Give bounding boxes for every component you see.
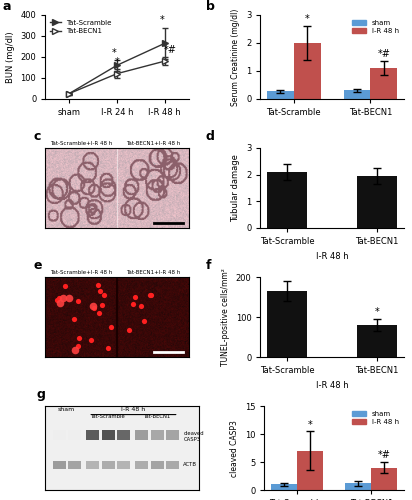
Text: e: e [34,259,42,272]
Text: Tat-Scramble+I-R 48 h: Tat-Scramble+I-R 48 h [50,270,112,276]
Point [56,294,62,302]
Point [98,301,105,309]
Bar [267,291,307,357]
Text: *#: *# [164,45,177,55]
Text: ACTB: ACTB [183,462,197,468]
Bar [370,68,397,99]
Text: sham: sham [58,407,75,412]
Bar [151,430,164,440]
Text: *: * [375,308,379,318]
Bar [136,460,148,469]
Point [75,296,82,304]
Text: *: * [159,15,164,25]
Y-axis label: cleaved CASP3: cleaved CASP3 [230,420,239,476]
Bar [53,460,66,469]
Text: Tat-Scramble+I-R 48 h: Tat-Scramble+I-R 48 h [50,142,112,146]
Point [75,334,82,342]
Legend: sham, I-R 48 h: sham, I-R 48 h [351,18,400,36]
Bar [53,430,66,440]
Point [101,291,107,299]
Bar [68,430,81,440]
Text: Tat-BECN1+I-R 48 h: Tat-BECN1+I-R 48 h [126,142,180,146]
Text: *: * [307,420,312,430]
Point [87,336,94,344]
Point [96,286,103,294]
Bar [357,325,397,357]
Text: a: a [2,0,11,13]
Bar [136,430,148,440]
Text: CASP3: CASP3 [183,437,200,442]
Bar [345,484,371,490]
Legend: Tat-Scramble, Tat-BECN1: Tat-Scramble, Tat-BECN1 [49,18,113,36]
Text: *#: *# [378,450,391,460]
Point [147,290,154,298]
Point [138,302,145,310]
Point [126,326,133,334]
Text: g: g [36,388,45,401]
Bar [267,172,307,228]
Point [91,304,97,312]
Point [141,318,147,326]
Bar [102,430,115,440]
X-axis label: I-R 48 h: I-R 48 h [316,252,349,260]
Text: Tat-Scramble: Tat-Scramble [91,414,126,419]
Point [105,344,112,351]
Point [62,282,68,290]
Text: *#: *# [377,50,390,59]
Point [72,346,78,354]
Point [132,292,138,300]
Text: *: * [112,48,117,58]
Y-axis label: BUN (mg/dl): BUN (mg/dl) [6,31,15,82]
Bar [166,460,179,469]
Text: d: d [206,130,215,143]
Text: f: f [206,259,211,272]
Text: c: c [34,130,41,143]
Bar [151,460,164,469]
Text: Tat-BECN1+I-R 48 h: Tat-BECN1+I-R 48 h [126,270,180,276]
Bar [371,468,398,490]
Bar [166,430,179,440]
Point [54,296,60,304]
Bar [117,430,130,440]
Text: cleaved: cleaved [183,430,204,436]
Bar [357,176,397,228]
Bar [68,460,81,469]
Text: b: b [206,0,215,13]
Bar [87,460,99,469]
Point [95,282,101,290]
Bar [294,43,321,99]
Bar [267,92,294,99]
Text: Tat-BECN1: Tat-BECN1 [143,414,171,419]
Text: *: * [115,58,119,68]
Bar [102,460,115,469]
Point [56,300,63,308]
Bar [297,451,323,490]
X-axis label: I-R 48 h: I-R 48 h [316,380,349,390]
Text: I-R 48 h: I-R 48 h [121,407,145,412]
Bar [117,460,130,469]
Bar [87,430,99,440]
Point [75,342,82,350]
Point [70,316,77,324]
Point [66,294,72,302]
Point [60,294,67,302]
Y-axis label: Tubular damage: Tubular damage [232,154,241,222]
Text: *: * [305,14,309,24]
Point [147,290,154,298]
Point [108,323,115,331]
Point [90,302,96,310]
Bar [271,484,297,490]
Point [96,310,102,318]
Bar [344,90,370,99]
Point [130,300,136,308]
Y-axis label: Serum Creatinine (mg/dl): Serum Creatinine (mg/dl) [232,8,241,106]
Y-axis label: TUNEL-positive cells/mm²: TUNEL-positive cells/mm² [221,268,230,366]
Legend: sham, I-R 48 h: sham, I-R 48 h [351,410,400,426]
